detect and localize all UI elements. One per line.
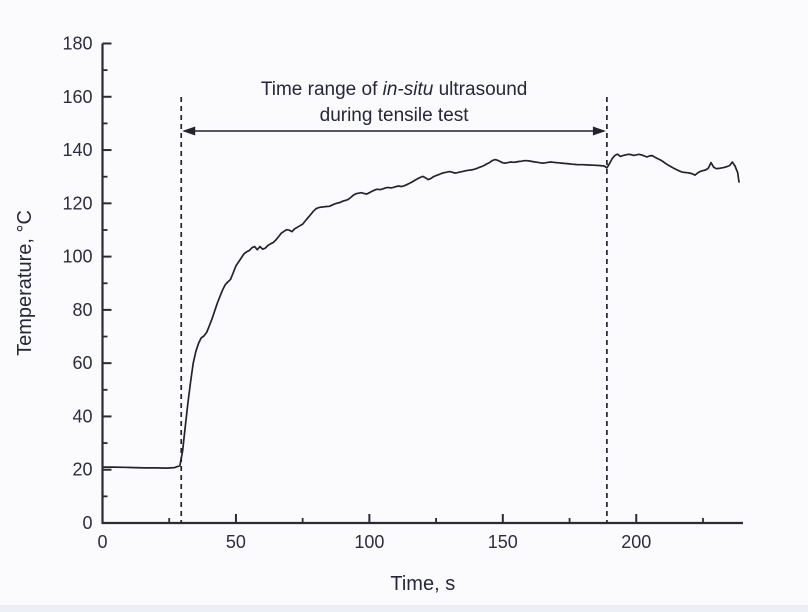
temperature-series-line <box>101 153 740 469</box>
annotation-layer <box>180 97 608 523</box>
ticks-layer <box>101 42 704 524</box>
curve-layer <box>101 153 740 469</box>
x-tick-label-200: 200 <box>621 532 651 552</box>
annotation-line1-prefix: Time range of <box>261 79 383 100</box>
x-axis-label: Time, s <box>390 573 455 595</box>
y-tick-label-20: 20 <box>72 460 92 480</box>
annotation-line1-suffix: ultrasound <box>433 79 527 100</box>
x-tick-label-100: 100 <box>354 532 384 552</box>
y-tick-label-0: 0 <box>82 513 92 533</box>
y-tick-label-160: 160 <box>62 87 92 107</box>
image-bottom-edge <box>0 605 808 612</box>
y-tick-label-80: 80 <box>72 300 92 320</box>
x-tick-label-0: 0 <box>97 532 107 552</box>
y-tick-label-40: 40 <box>72 406 92 426</box>
y-axis-label: Temperature, °C <box>14 210 36 356</box>
y-tick-label-120: 120 <box>62 193 92 213</box>
x-tick-label-50: 50 <box>226 532 246 552</box>
range-arrowhead-left <box>182 126 196 136</box>
tick-labels-layer: 0 20 40 60 80 100 120 140 160 180 0 50 100 150 200 <box>62 34 651 553</box>
y-tick-label-60: 60 <box>72 353 92 373</box>
y-tick-label-180: 180 <box>62 34 92 54</box>
x-tick-label-150: 150 <box>488 532 518 552</box>
annotation-line1: Time range of in-situ ultrasound <box>261 79 527 100</box>
annotation-line1-italic: in-situ <box>383 79 434 100</box>
annotation-line2: during tensile test <box>320 105 470 126</box>
range-arrowhead-right <box>592 126 606 136</box>
y-tick-label-140: 140 <box>62 140 92 160</box>
y-tick-label-100: 100 <box>62 247 92 267</box>
